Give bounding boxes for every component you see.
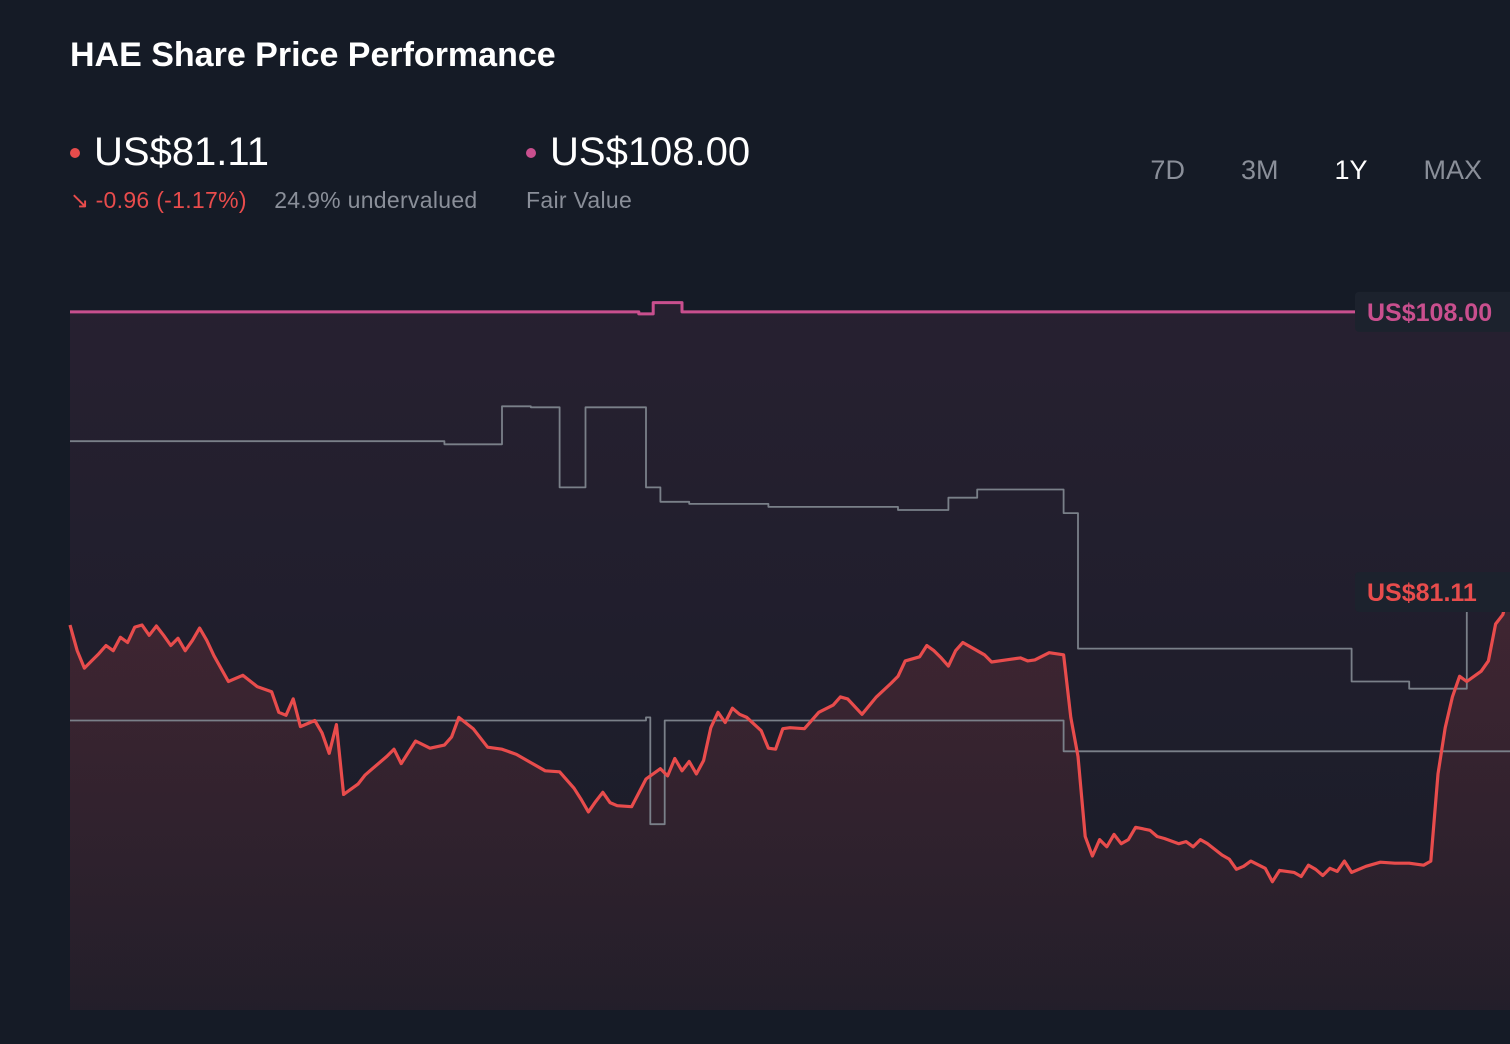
fair-value-line [70,301,1510,316]
down-arrow-icon: ↘ [70,187,90,213]
fair-value-price: US$108.00 [550,130,751,174]
fair-value-tag: US$108.00 [1355,291,1510,332]
current-price: US$81.11 [94,130,269,174]
fair-value-label: Fair Value [526,187,633,213]
valuation-label: 24.9% undervalued [274,187,478,213]
svg-text:US$81.11: US$81.11 [1367,579,1477,607]
price-dot [70,147,80,158]
period-1y[interactable]: 1Y [1334,155,1368,185]
share-price-tag: US$81.11 [1355,572,1510,612]
upper-reference-line [70,405,1510,690]
current-price-block: US$81.11 ↘ -0.96 (-1.17%) 24.9% undervalu… [70,130,478,214]
period-max[interactable]: MAX [1423,155,1482,185]
share-price-area [70,587,1510,1010]
svg-text:US$108.00: US$108.00 [1367,299,1492,327]
share-price-line [68,587,1510,884]
price-change: -0.96 (-1.17%) [95,187,247,213]
period-selector: 7D 3M 1Y MAX [1150,155,1482,186]
fair-value-block: US$108.00 Fair Value [526,130,750,214]
period-7d[interactable]: 7D [1150,155,1185,185]
lower-reference-line [70,716,1510,826]
fair-value-dot [526,147,536,158]
chart-title: HAE Share Price Performance [70,36,556,74]
period-3m[interactable]: 3M [1240,155,1279,185]
